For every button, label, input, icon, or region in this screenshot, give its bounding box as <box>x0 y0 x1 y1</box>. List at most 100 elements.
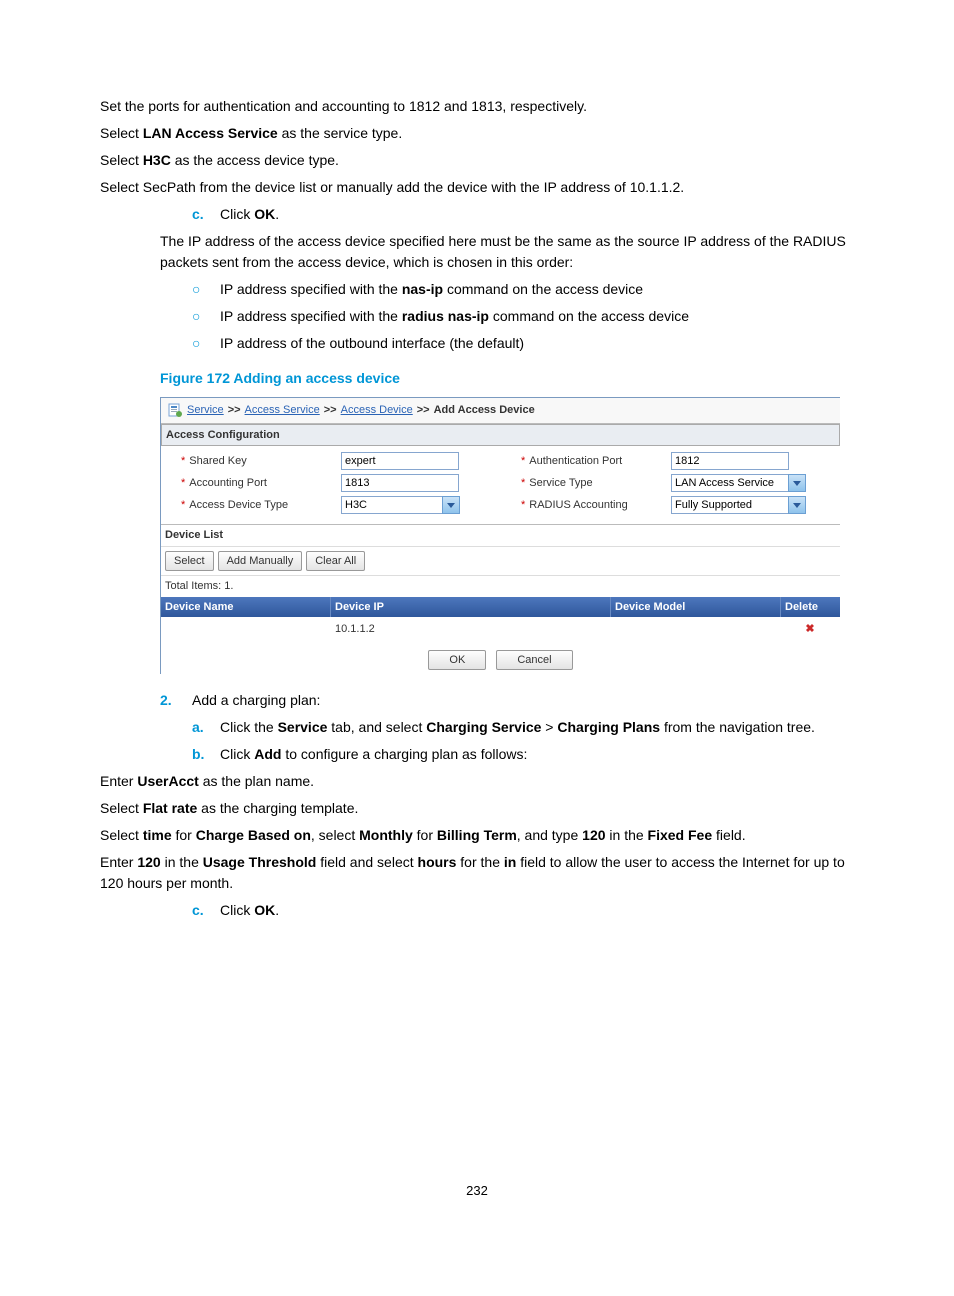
device-list-buttons: Select Add Manually Clear All <box>161 546 840 576</box>
crumb-service[interactable]: Service <box>187 402 224 419</box>
table-row: 10.1.1.2 ✖ <box>161 617 840 642</box>
marker-2: 2. <box>160 690 192 711</box>
text: in the <box>161 854 203 870</box>
crumb-sep: >> <box>228 402 241 419</box>
text: Select <box>100 152 143 168</box>
text: Enter <box>100 773 137 789</box>
marker-b: b. <box>192 744 220 765</box>
text: command on the access device <box>489 308 689 324</box>
step-2b-sub2: Select Flat rate as the charging templat… <box>100 798 854 819</box>
step-2c: c. Click OK. <box>192 900 854 921</box>
text: . <box>275 902 279 918</box>
intro-line-1: Set the ports for authentication and acc… <box>100 96 854 117</box>
dev-type-select[interactable] <box>341 496 442 514</box>
text-bold: Monthly <box>359 827 413 843</box>
acct-port-input[interactable] <box>341 474 459 492</box>
acct-port-label: *Accounting Port <box>181 475 341 492</box>
select-button[interactable]: Select <box>165 551 214 572</box>
text-bold: Fixed Fee <box>648 827 713 843</box>
crumb-sep: >> <box>324 402 337 419</box>
delete-icon[interactable]: ✖ <box>781 617 839 642</box>
ok-button[interactable]: OK <box>428 650 486 671</box>
crumb-access-device[interactable]: Access Device <box>341 402 413 419</box>
auth-port-label: *Authentication Port <box>521 453 671 470</box>
clear-all-button[interactable]: Clear All <box>306 551 365 572</box>
step-c-text: Click OK. <box>220 204 279 225</box>
text-bold: 120 <box>582 827 605 843</box>
text: Select <box>100 125 143 141</box>
step-2b: b. Click Add to configure a charging pla… <box>192 744 854 765</box>
cell-device-name <box>161 617 331 642</box>
dev-type-label: *Access Device Type <box>181 497 341 514</box>
text: from the navigation tree. <box>660 719 815 735</box>
chevron-down-icon[interactable] <box>788 474 806 492</box>
text-bold: H3C <box>143 152 171 168</box>
text: Click <box>220 206 254 222</box>
step-2a-text: Click the Service tab, and select Chargi… <box>220 717 815 738</box>
intro-line-2: Select LAN Access Service as the service… <box>100 123 854 144</box>
ok-cancel-row: OK Cancel <box>161 642 840 675</box>
chevron-down-icon[interactable] <box>442 496 460 514</box>
crumb-access-service[interactable]: Access Service <box>245 402 320 419</box>
note-paragraph: The IP address of the access device spec… <box>160 231 854 273</box>
text: > <box>541 719 557 735</box>
shared-key-input[interactable] <box>341 452 459 470</box>
text: field. <box>712 827 745 843</box>
cancel-button[interactable]: Cancel <box>496 650 572 671</box>
device-list-header: Device List <box>161 524 840 546</box>
text: . <box>275 206 279 222</box>
text-bold: OK <box>254 206 275 222</box>
bullet-3: ○ IP address of the outbound interface (… <box>192 333 854 354</box>
step-2b-sub1: Enter UserAcct as the plan name. <box>100 771 854 792</box>
auth-port-input[interactable] <box>671 452 789 470</box>
service-type-select[interactable] <box>671 474 788 492</box>
text-bold: Add <box>254 746 281 762</box>
text: as the access device type. <box>171 152 339 168</box>
shared-key-label: *Shared Key <box>181 453 341 470</box>
text-bold: 120 <box>137 854 160 870</box>
text: as the plan name. <box>199 773 314 789</box>
step-2a: a. Click the Service tab, and select Cha… <box>192 717 854 738</box>
marker-a: a. <box>192 717 220 738</box>
text: in the <box>606 827 648 843</box>
text-bold: nas-ip <box>402 281 443 297</box>
text-bold: radius nas-ip <box>402 308 489 324</box>
col-device-name: Device Name <box>161 597 331 618</box>
text-bold: Charge Based on <box>196 827 311 843</box>
figure-add-access-device: Service >> Access Service >> Access Devi… <box>160 397 840 674</box>
bullet-marker: ○ <box>192 333 220 354</box>
radius-acct-select[interactable] <box>671 496 788 514</box>
text: for <box>172 827 196 843</box>
text: Select <box>100 800 143 816</box>
step-2b-sub3: Select time for Charge Based on, select … <box>100 825 854 846</box>
intro-line-3: Select H3C as the access device type. <box>100 150 854 171</box>
text-bold: Charging Service <box>426 719 541 735</box>
add-manually-button[interactable]: Add Manually <box>218 551 303 572</box>
col-device-ip: Device IP <box>331 597 611 618</box>
access-config-header: Access Configuration <box>161 424 840 447</box>
figure-caption: Figure 172 Adding an access device <box>160 368 854 389</box>
bullet-text: IP address of the outbound interface (th… <box>220 333 524 354</box>
text: IP address specified with the <box>220 281 402 297</box>
text: to configure a charging plan as follows: <box>281 746 527 762</box>
text: Click <box>220 902 254 918</box>
crumb-current: Add Access Device <box>434 402 535 419</box>
text: command on the access device <box>443 281 643 297</box>
text: Click the <box>220 719 278 735</box>
chevron-down-icon[interactable] <box>788 496 806 514</box>
access-config-form: *Shared Key *Authentication Port *Accoun… <box>161 446 840 524</box>
text-bold: time <box>143 827 172 843</box>
text-bold: UserAcct <box>137 773 198 789</box>
bullet-2: ○ IP address specified with the radius n… <box>192 306 854 327</box>
text: Click <box>220 746 254 762</box>
step-2b-text: Click Add to configure a charging plan a… <box>220 744 527 765</box>
text: , select <box>311 827 359 843</box>
bullet-marker: ○ <box>192 279 220 300</box>
page-icon <box>167 402 183 418</box>
text: , and type <box>517 827 582 843</box>
crumb-sep: >> <box>417 402 430 419</box>
text: IP address specified with the <box>220 308 402 324</box>
text-bold: LAN Access Service <box>143 125 278 141</box>
step-2-text: Add a charging plan: <box>192 690 320 711</box>
step-2: 2. Add a charging plan: <box>160 690 854 711</box>
